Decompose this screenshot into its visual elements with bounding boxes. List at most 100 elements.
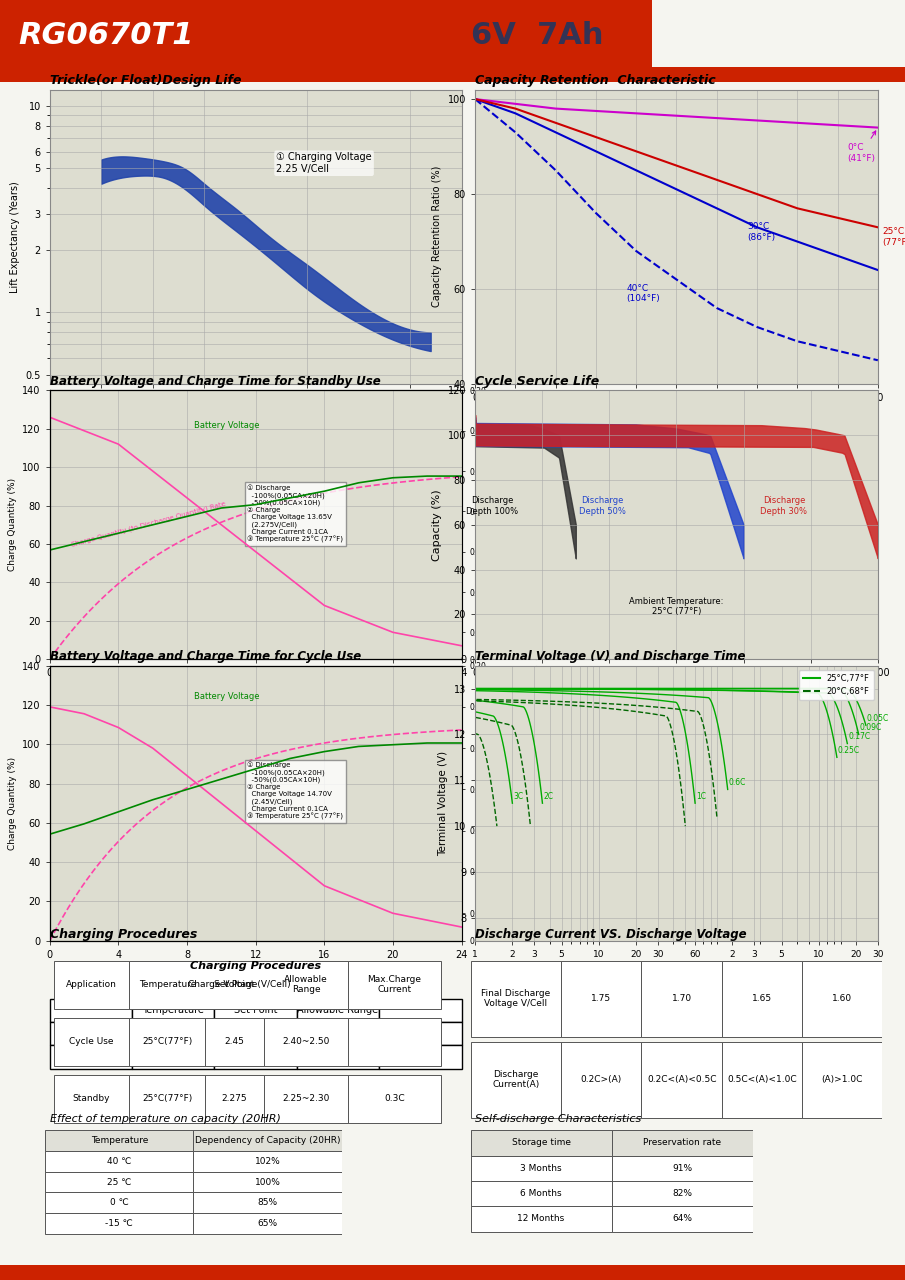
Text: RG0670T1: RG0670T1 <box>18 20 194 50</box>
Y-axis label: Battery Voltage (V/Per Cell): Battery Voltage (V/Per Cell) <box>565 472 574 577</box>
Text: ① Charging Voltage
2.25 V/Cell: ① Charging Voltage 2.25 V/Cell <box>276 152 372 174</box>
Text: 2.25~2.30: 2.25~2.30 <box>282 1094 329 1103</box>
Text: ① Discharge
  -100%(0.05CA×20H)
  -50%(0.05CA×10H)
② Charge
  Charge Voltage 14.: ① Discharge -100%(0.05CA×20H) -50%(0.05C… <box>247 762 343 820</box>
Text: Charging Procedures: Charging Procedures <box>50 928 197 941</box>
Text: Dependency of Capacity (20HR): Dependency of Capacity (20HR) <box>195 1137 340 1146</box>
Text: Set Point: Set Point <box>214 980 255 989</box>
Text: Charge Quantity (to Discharge Quantity) Rate: Charge Quantity (to Discharge Quantity) … <box>71 500 226 548</box>
Text: Standby: Standby <box>72 1094 110 1103</box>
Text: Cycle Use: Cycle Use <box>70 1037 114 1046</box>
Bar <box>642 960 722 1037</box>
Y-axis label: Lift Expectancy (Years): Lift Expectancy (Years) <box>10 180 20 293</box>
Text: Application: Application <box>66 980 117 989</box>
Text: Storage time: Storage time <box>511 1138 570 1147</box>
Bar <box>348 960 441 1009</box>
Bar <box>129 960 348 1009</box>
Text: Allowable
Range: Allowable Range <box>284 975 328 995</box>
Bar <box>612 1130 753 1156</box>
Text: 0.17C: 0.17C <box>848 732 871 741</box>
Text: Discharge
Depth 100%: Discharge Depth 100% <box>466 497 518 516</box>
Bar <box>471 1130 612 1156</box>
Bar <box>264 960 348 1009</box>
Text: Self-discharge Characteristics: Self-discharge Characteristics <box>475 1114 642 1124</box>
Text: Battery Voltage: Battery Voltage <box>194 421 260 430</box>
Bar <box>561 960 642 1037</box>
Bar <box>471 960 561 1037</box>
Text: 40 ℃: 40 ℃ <box>107 1157 131 1166</box>
Text: Charge Voltage(V/Cell): Charge Voltage(V/Cell) <box>187 980 291 989</box>
Bar <box>194 1151 342 1171</box>
Y-axis label: Charge Quantity (%): Charge Quantity (%) <box>7 756 16 850</box>
Bar <box>205 1075 264 1123</box>
Y-axis label: Charge Current (CA): Charge Current (CA) <box>489 764 498 842</box>
Text: 25°C(77°F): 25°C(77°F) <box>142 1037 193 1046</box>
Bar <box>471 1156 612 1181</box>
Bar <box>45 1171 194 1193</box>
Bar <box>471 1042 561 1117</box>
Text: 91%: 91% <box>672 1164 692 1172</box>
Text: 12 Months: 12 Months <box>518 1215 565 1224</box>
Bar <box>45 1130 194 1151</box>
X-axis label: Discharge Time (Min): Discharge Time (Min) <box>610 964 743 974</box>
FancyBboxPatch shape <box>0 0 652 92</box>
Text: (A)>1.0C: (A)>1.0C <box>822 1075 862 1084</box>
Text: Battery Voltage: Battery Voltage <box>194 691 260 700</box>
Bar <box>45 1151 194 1171</box>
Text: Discharge
Depth 50%: Discharge Depth 50% <box>579 497 626 516</box>
Bar <box>348 1018 441 1066</box>
Bar <box>53 1018 129 1066</box>
Bar <box>205 960 264 1009</box>
Bar <box>45 1213 194 1234</box>
Text: Cycle Service Life: Cycle Service Life <box>475 375 599 388</box>
Text: ① Discharge
  -100%(0.05CA×20H)
  -50%(0.05CA×10H)
② Charge
  Charge Voltage 13.: ① Discharge -100%(0.05CA×20H) -50%(0.05C… <box>247 484 343 543</box>
X-axis label: Charge Time (H): Charge Time (H) <box>205 965 307 975</box>
Text: 82%: 82% <box>672 1189 692 1198</box>
Bar <box>612 1206 753 1231</box>
Text: Battery Voltage and Charge Time for Standby Use: Battery Voltage and Charge Time for Stan… <box>50 375 380 388</box>
Bar <box>802 1042 882 1117</box>
Text: Effect of temperature on capacity (20HR): Effect of temperature on capacity (20HR) <box>50 1114 281 1124</box>
Y-axis label: Charge Current (CA): Charge Current (CA) <box>489 486 498 563</box>
Text: Discharge Current VS. Discharge Voltage: Discharge Current VS. Discharge Voltage <box>475 928 747 941</box>
Text: 1.65: 1.65 <box>752 995 772 1004</box>
Bar <box>194 1213 342 1234</box>
Text: Terminal Voltage (V) and Discharge Time: Terminal Voltage (V) and Discharge Time <box>475 650 746 663</box>
Bar <box>194 1130 342 1151</box>
Y-axis label: Terminal Voltage (V): Terminal Voltage (V) <box>438 750 448 856</box>
X-axis label: Number of Cycles (Times): Number of Cycles (Times) <box>596 684 757 694</box>
Y-axis label: Capacity (%): Capacity (%) <box>432 489 442 561</box>
X-axis label: Temperature (°C): Temperature (°C) <box>202 408 310 419</box>
Bar <box>642 1042 722 1117</box>
Legend: 25°C,77°F, 20°C,68°F: 25°C,77°F, 20°C,68°F <box>799 669 873 700</box>
Text: Temperature: Temperature <box>138 980 196 989</box>
Text: 2.275: 2.275 <box>222 1094 247 1103</box>
Bar <box>348 1075 441 1123</box>
Text: 40°C
(104°F): 40°C (104°F) <box>626 284 660 303</box>
Text: 3C: 3C <box>513 792 524 801</box>
Y-axis label: Battery Voltage (V/Per Cell): Battery Voltage (V/Per Cell) <box>565 750 574 856</box>
Text: 3 Months: 3 Months <box>520 1164 562 1172</box>
Text: 1.75: 1.75 <box>591 995 612 1004</box>
Bar <box>129 960 205 1009</box>
Bar <box>561 1042 642 1117</box>
Text: 6V  7Ah: 6V 7Ah <box>471 20 603 50</box>
Text: Final Discharge
Voltage V/Cell: Final Discharge Voltage V/Cell <box>481 989 550 1009</box>
Text: Max.Charge
Current: Max.Charge Current <box>367 975 422 995</box>
Text: Trickle(or Float)Design Life: Trickle(or Float)Design Life <box>50 74 242 87</box>
Text: Temperature: Temperature <box>90 1137 148 1146</box>
Text: -15 ℃: -15 ℃ <box>106 1219 133 1228</box>
Text: 0.25C: 0.25C <box>838 746 860 755</box>
Text: Discharge
Current(A): Discharge Current(A) <box>492 1070 539 1089</box>
Bar <box>264 1018 348 1066</box>
Bar <box>194 1171 342 1193</box>
Text: Charging Procedures: Charging Procedures <box>190 960 321 970</box>
Text: Ambient Temperature:
25°C (77°F): Ambient Temperature: 25°C (77°F) <box>629 596 724 617</box>
Text: 30°C
(86°F): 30°C (86°F) <box>747 223 775 242</box>
Text: 0°C
(41°F): 0°C (41°F) <box>848 131 876 163</box>
Bar <box>53 960 129 1009</box>
Text: 0.3C: 0.3C <box>385 1094 405 1103</box>
Bar <box>722 1042 802 1117</box>
Text: 1.60: 1.60 <box>833 995 853 1004</box>
Text: Discharge
Depth 30%: Discharge Depth 30% <box>760 497 807 516</box>
Polygon shape <box>344 0 416 70</box>
